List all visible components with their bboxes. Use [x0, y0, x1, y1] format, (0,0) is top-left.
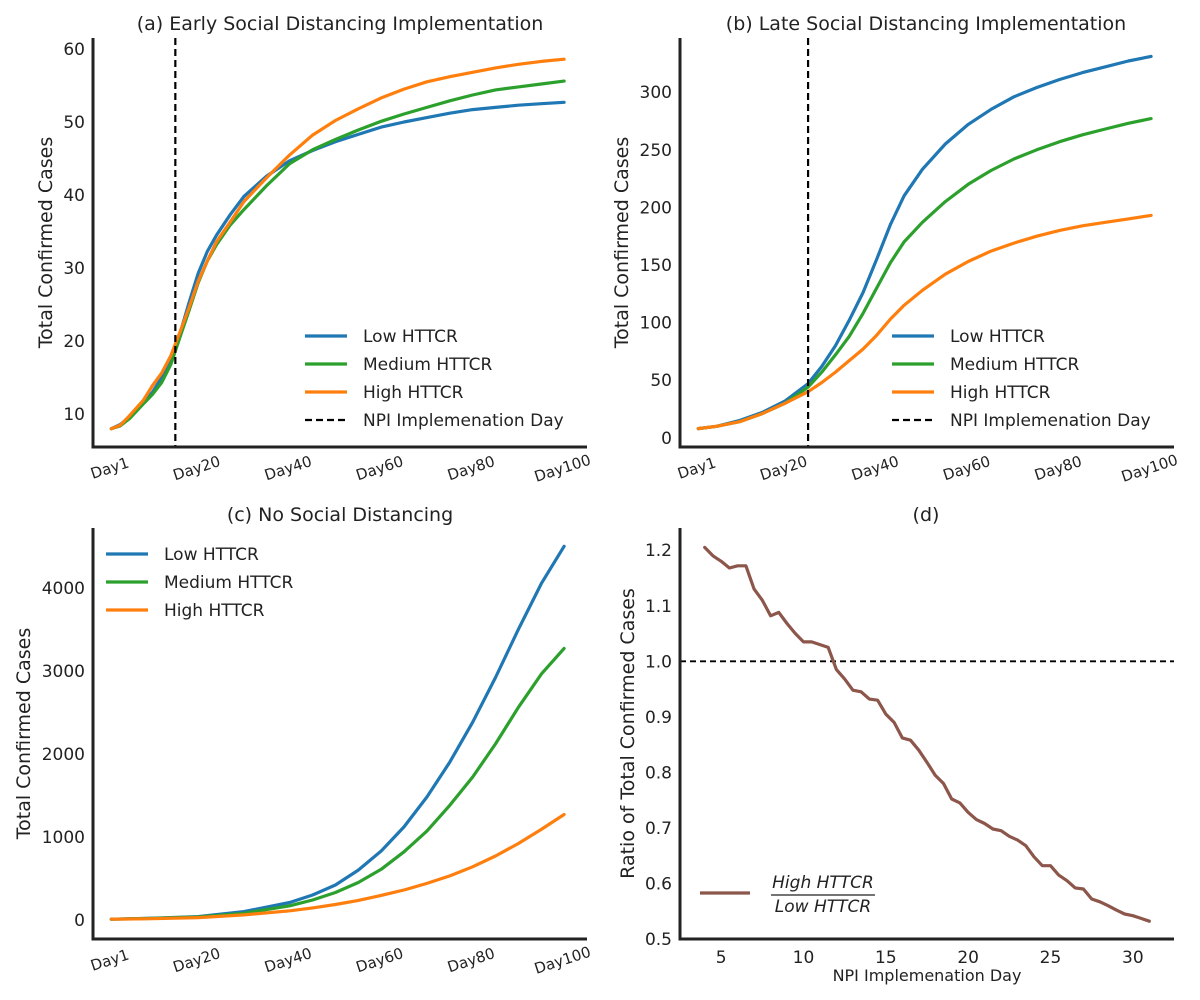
legend-entry: Medium HTTCR — [164, 573, 294, 593]
panel-b-y-tick-label: 200 — [640, 198, 672, 218]
panel-b-y-tick-label: 300 — [640, 83, 672, 103]
panel-b-y-tick-label: 250 — [640, 141, 672, 161]
panel-b-y-axis-label: Total Confirmed Cases — [611, 137, 633, 350]
panel-d-y-tick-label: 1.1 — [645, 597, 672, 617]
panel-b-x-tick-label: Day40 — [849, 452, 901, 484]
panel-d-legend: High HTTCR Low HTTCR — [700, 873, 875, 917]
legend-entry: Medium HTTCR — [363, 355, 493, 375]
panel-d: (d) Ratio of Total Confirmed Cases NPI Imp… — [617, 504, 1174, 985]
panel-d-y-tick-label: 0.8 — [645, 763, 672, 783]
legend-entry: NPI Implemenation Day — [363, 411, 564, 431]
panel-a-legend: Low HTTCR Medium HTTCR High HTTCR NPI Imple… — [305, 327, 564, 431]
panel-a-y-tick-label: 50 — [63, 113, 85, 133]
panel-d-x-tick-label: 25 — [1040, 948, 1062, 968]
panel-d-y-tick-label: 1.0 — [645, 652, 672, 672]
panel-d-y-tick-label: 0.9 — [645, 708, 672, 728]
panel-a-x-tick-label: Day1 — [88, 454, 131, 483]
legend-entry: Low HTTCR — [363, 327, 458, 347]
panel-d-y-tick-label: 0.7 — [645, 819, 672, 839]
panel-a-title: (a) Early Social Distancing Implementati… — [137, 13, 544, 35]
panel-c-y-tick-label: 4000 — [42, 579, 85, 599]
panel-c-legend: Low HTTCR Medium HTTCR High HTTCR — [106, 545, 294, 621]
panel-c-series-1-line — [109, 646, 566, 921]
panel-a-y-axis-label: Total Confirmed Cases — [35, 137, 57, 350]
panel-c-y-tick-label: 0 — [74, 911, 85, 931]
panel-b-x-tick-label: Day1 — [675, 454, 718, 483]
panel-a-x-tick-label: Day100 — [532, 451, 593, 486]
panel-b-y-tick-label: 0 — [661, 429, 672, 449]
legend-entry: High HTTCR — [950, 383, 1051, 403]
panel-c-x-tick-label: Day80 — [445, 944, 497, 976]
panel-c-x-tick-label: Day60 — [354, 944, 406, 976]
panel-d-title: (d) — [913, 504, 940, 526]
panel-b-x-tick-label: Day80 — [1032, 452, 1084, 484]
panel-c-x-tick-label: Day40 — [262, 944, 314, 976]
panel-a-y-tick-label: 40 — [63, 186, 85, 206]
panel-b-series-0-line — [696, 54, 1153, 431]
panel-c: (c) No Social Distancing Total Confirmed … — [13, 504, 593, 978]
panel-c-x-tick-label: Day1 — [88, 946, 131, 975]
panel-b-y-tick-label: 150 — [640, 256, 672, 276]
panel-b-y-tick-label: 100 — [640, 314, 672, 334]
panel-c-y-axis-label: Total Confirmed Cases — [13, 628, 35, 841]
panel-a-series-2-line — [109, 57, 566, 431]
panel-c-y-tick-label: 2000 — [42, 745, 85, 765]
legend-entry: Low HTTCR — [950, 327, 1045, 347]
panel-c-title: (c) No Social Distancing — [227, 504, 453, 526]
panel-d-y-tick-label: 0.6 — [645, 874, 672, 894]
panel-a-y-tick-label: 60 — [63, 40, 85, 60]
panel-d-x-tick-label: 30 — [1122, 948, 1144, 968]
panel-a-series-0-line — [109, 100, 566, 431]
panel-a-x-tick-label: Day80 — [445, 452, 497, 484]
legend-denominator: Low HTTCR — [775, 897, 871, 917]
panel-d-x-tick-label: 5 — [716, 948, 727, 968]
legend-entry: NPI Implemenation Day — [950, 411, 1151, 431]
legend-entry: High HTTCR — [164, 601, 265, 621]
panel-a: (a) Early Social Distancing Implementati… — [35, 13, 593, 486]
panel-a-y-tick-label: 20 — [63, 332, 85, 352]
panel-d-series-0-line — [703, 545, 1151, 923]
legend-entry: Low HTTCR — [164, 545, 259, 565]
panel-b-x-tick-label: Day100 — [1119, 451, 1180, 486]
panel-c-series-2-line — [109, 812, 566, 921]
panel-c-y-tick-label: 1000 — [42, 828, 85, 848]
panel-d-y-tick-label: 0.5 — [645, 930, 672, 950]
panel-c-x-tick-label: Day100 — [532, 943, 593, 978]
panel-b-title: (b) Late Social Distancing Implementatio… — [726, 13, 1126, 35]
panel-a-y-tick-label: 10 — [63, 405, 85, 425]
panel-d-x-axis-label: NPI Implemenation Day — [833, 966, 1022, 985]
panel-a-y-tick-label: 30 — [63, 259, 85, 279]
panel-c-x-tick-label: Day20 — [171, 944, 223, 976]
panel-b-legend: Low HTTCR Medium HTTCR High HTTCR NPI Imple… — [892, 327, 1151, 431]
panel-b-y-tick-label: 50 — [650, 371, 672, 391]
panel-a-x-tick-label: Day40 — [262, 452, 314, 484]
panel-d-y-axis-label: Ratio of Total Confirmed Cases — [617, 588, 639, 879]
panel-b: (b) Late Social Distancing Implementatio… — [611, 13, 1180, 486]
panel-b-x-tick-label: Day60 — [941, 452, 993, 484]
panel-d-x-tick-label: 15 — [875, 948, 897, 968]
panel-a-x-tick-label: Day20 — [171, 452, 223, 484]
panel-b-series-2-line — [696, 213, 1153, 431]
panel-a-series-1-line — [109, 79, 566, 431]
panel-a-x-tick-label: Day60 — [354, 452, 406, 484]
panel-d-y-tick-label: 1.2 — [645, 541, 672, 561]
panel-b-x-tick-label: Day20 — [758, 452, 810, 484]
panel-d-x-tick-label: 20 — [957, 948, 979, 968]
legend-entry: Medium HTTCR — [950, 355, 1080, 375]
panel-c-y-tick-label: 3000 — [42, 662, 85, 682]
legend-entry: High HTTCR — [363, 383, 464, 403]
legend-numerator: High HTTCR — [772, 873, 874, 893]
panel-d-x-tick-label: 10 — [793, 948, 815, 968]
